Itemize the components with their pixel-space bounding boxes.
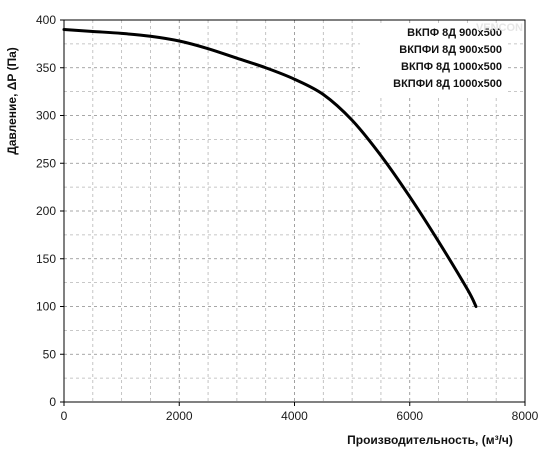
legend-entry: ВКПФ 8Д 900x500 xyxy=(407,27,502,39)
y-tick-label: 200 xyxy=(36,204,56,218)
y-tick-label: 150 xyxy=(36,252,56,266)
y-axis-label: Давление, ΔP (Па) xyxy=(5,47,19,155)
watermark-text: VENCON xyxy=(476,22,523,34)
legend-entry: ВКПФИ 8Д 1000x500 xyxy=(393,78,502,90)
legend-background xyxy=(360,23,506,95)
legend-entry: ВКПФИ 8Д 900x500 xyxy=(399,44,502,56)
series-lines xyxy=(62,28,478,308)
x-tick-label: 4000 xyxy=(281,409,308,423)
x-axis-label: Производительность, (м³/ч) xyxy=(347,433,513,447)
x-axis-ticks: 0 2000 4000 6000 8000 xyxy=(61,402,539,423)
legend: ВКПФ 8Д 900x500 ВКПФИ 8Д 900x500 ВКПФ 8Д 1… xyxy=(360,23,506,95)
y-tick-label: 300 xyxy=(36,109,56,123)
y-tick-label: 50 xyxy=(43,347,57,361)
y-tick-label: 350 xyxy=(36,61,56,75)
x-tick-label: 2000 xyxy=(166,409,193,423)
y-tick-label: 250 xyxy=(36,156,56,170)
y-tick-label: 400 xyxy=(36,13,56,27)
y-axis-ticks: 0 50 100 150 200 250 300 350 400 xyxy=(36,13,64,409)
y-tick-label: 100 xyxy=(36,300,56,314)
series-line-0 xyxy=(62,28,478,308)
y-tick-label: 0 xyxy=(49,395,56,409)
x-tick-label: 8000 xyxy=(512,409,539,423)
grid xyxy=(64,20,525,402)
legend-entry: ВКПФ 8Д 1000x500 xyxy=(401,61,502,73)
x-tick-label: 0 xyxy=(61,409,68,423)
x-tick-label: 6000 xyxy=(396,409,423,423)
